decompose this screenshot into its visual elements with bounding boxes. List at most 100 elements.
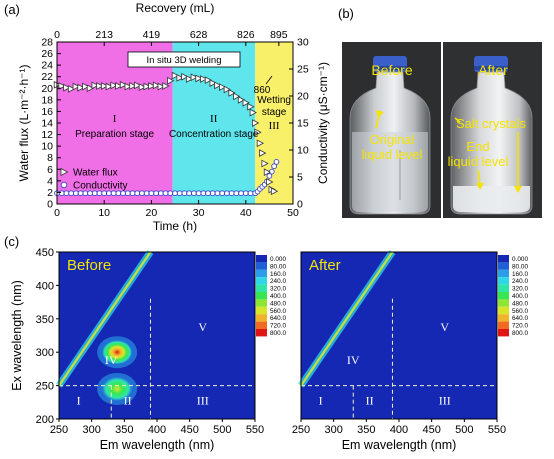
water-flux-point <box>148 82 156 90</box>
eem-after-region-4: IV <box>347 353 360 367</box>
eem-before-colorbar-swatch <box>256 277 267 285</box>
panel-label-a: (a) <box>4 2 20 17</box>
top-tick-label: 628 <box>190 29 208 41</box>
conductivity-point <box>172 190 178 197</box>
eem-after-colorbar-swatch <box>498 255 509 263</box>
water-flux-point <box>72 82 80 91</box>
conductivity-point <box>148 190 155 197</box>
conductivity-point <box>110 190 117 197</box>
x-tick-label: 10 <box>98 207 110 219</box>
stage-name-3a: Wetting <box>257 95 291 106</box>
stage-roman-2: II <box>210 113 218 125</box>
top-axis-title: Recovery (mL) <box>136 1 215 15</box>
conductivity-point <box>191 190 197 197</box>
conductivity-point <box>68 190 75 197</box>
legend-conductivity-marker <box>60 181 68 189</box>
y-right-tick-label: 20 <box>297 91 309 103</box>
eem-before-colorbar-swatch <box>256 262 267 270</box>
eem-after-colorbar-swatch <box>498 306 509 315</box>
y-tick-label: 28 <box>41 37 53 49</box>
conductivity-point <box>242 190 249 197</box>
eem-after-region-5: V <box>440 320 449 334</box>
stage-region-2 <box>172 42 256 204</box>
conductivity-point <box>200 190 207 197</box>
water-flux-chart: (a) 0 10 20 30 40 500 213 419 628 826 895024681012… <box>4 1 330 233</box>
eem-before-colorbar-label: 560.0 <box>270 308 286 315</box>
eem-after-colorbar-label: 800.0 <box>512 330 528 337</box>
y-right-tick-label: 25 <box>297 64 309 76</box>
conductivity-point <box>63 190 70 197</box>
eem-after-colorbar-label: 640.0 <box>512 315 528 322</box>
eem-after-title: After <box>309 257 341 274</box>
conductivity-point <box>273 159 280 165</box>
conductivity-point <box>134 190 141 197</box>
water-flux-point <box>247 102 255 111</box>
eem-before-colorbar-swatch <box>256 299 267 307</box>
water-flux-point <box>223 85 231 94</box>
after-photo-title: After <box>478 62 508 78</box>
conductivity-point <box>87 190 93 197</box>
legend-flux-label: Water flux <box>73 168 118 179</box>
eem-before-region-2: II <box>124 393 132 407</box>
water-flux-point <box>96 82 104 90</box>
annotation-860: 860 <box>254 85 271 96</box>
y-right-tick-label: 15 <box>297 118 309 130</box>
eem-after-colorbar-label: 720.0 <box>512 323 528 330</box>
water-flux-point <box>233 92 241 101</box>
eem-after-colorbar-swatch <box>498 329 509 337</box>
eem-before-colorbar-label: 160.0 <box>270 271 286 278</box>
conductivity-point <box>120 190 126 197</box>
eem-before-colorbar-label: 480.0 <box>270 300 286 307</box>
water-flux-point <box>195 74 203 83</box>
conductivity-point <box>129 190 136 197</box>
water-flux-point <box>266 178 274 186</box>
x-tick-label: 40 <box>240 207 252 219</box>
eem-after-colorbar-swatch <box>498 262 509 270</box>
eem-before-peak-2 <box>102 376 133 401</box>
eem-before-colorbar-label: 320.0 <box>270 286 286 293</box>
eem-before-colorbar-swatch <box>256 314 267 322</box>
y-tick-label: 18 <box>41 94 53 106</box>
water-flux-point <box>185 75 194 83</box>
eem-before-colorbar-swatch <box>256 329 267 337</box>
eem-before-title: Before <box>67 257 111 274</box>
eem-before-colorbar-label: 800.0 <box>270 330 286 337</box>
eem-after-x-axis-title: Em wavelength (nm) <box>342 438 457 452</box>
water-flux-point <box>157 82 165 91</box>
y-tick-label: 22 <box>41 71 53 83</box>
conductivity-point <box>106 190 112 197</box>
eem-after-scatter-core <box>300 251 394 387</box>
eem-before-colorbar-swatch <box>256 292 267 300</box>
water-flux-point <box>101 82 109 90</box>
water-flux-point <box>119 80 128 89</box>
eem-before-colorbar-swatch <box>256 255 267 263</box>
eem-before-colorbar-label: 0.000 <box>270 256 286 263</box>
y-tick-label: 14 <box>41 118 53 130</box>
eem-after-colorbar-label: 240.0 <box>512 278 528 285</box>
eem-before-plot-bg <box>59 252 255 419</box>
eem-after-colorbar-swatch <box>498 299 509 307</box>
eem-after-colorbar-label: 80.00 <box>512 263 528 270</box>
water-flux-point <box>263 168 272 177</box>
eem-before-x-tick-label: 450 <box>180 424 198 436</box>
eem-before-colorbar-label: 400.0 <box>270 293 286 300</box>
y-right-tick-label: 10 <box>297 145 309 157</box>
water-flux-point <box>67 84 76 93</box>
conductivity-point <box>96 190 103 197</box>
water-flux-point <box>138 83 147 91</box>
y-tick-label: 16 <box>41 106 53 118</box>
eem-before-colorbar-label: 720.0 <box>270 323 286 330</box>
conductivity-point <box>153 190 159 197</box>
eem-before-region-4: IV <box>105 353 118 367</box>
water-flux-point <box>176 74 184 82</box>
eem-before-y-tick-label: 300 <box>36 347 54 359</box>
eem-before-colorbar-label: 240.0 <box>270 278 286 285</box>
eem-after-x-tick-label: 350 <box>357 424 375 436</box>
water-flux-point <box>237 95 246 104</box>
water-flux-point <box>254 128 262 137</box>
water-flux-point <box>152 81 161 90</box>
y-tick-label: 24 <box>41 60 53 72</box>
chart-axes: 0 10 20 30 40 500 213 419 628 826 8950246810121416… <box>41 29 309 219</box>
legend-flux-marker <box>60 167 69 177</box>
